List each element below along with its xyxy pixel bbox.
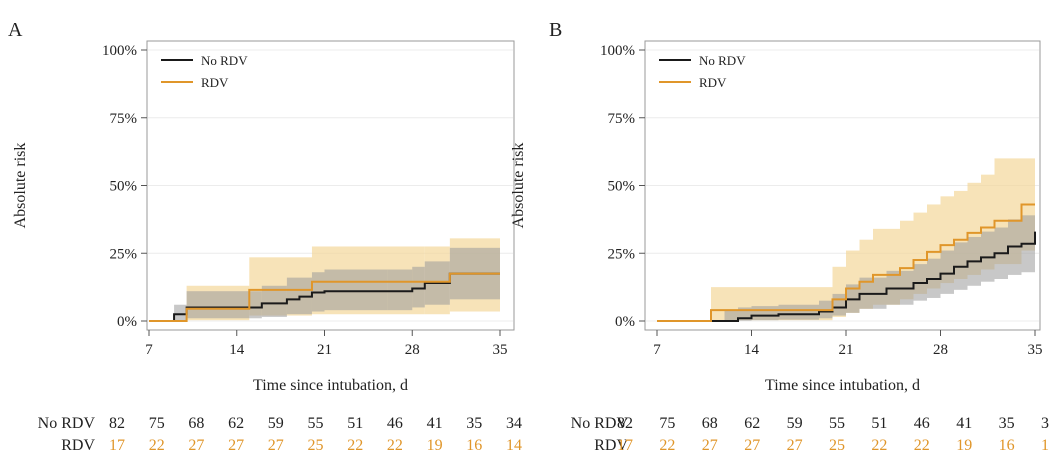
at-risk-count: 34 — [506, 415, 522, 432]
y-tick-label: 50% — [608, 179, 636, 195]
panel-label: B — [549, 19, 562, 41]
panel-b: B 0% 25% 50% 75% 100% 7 14 21 28 35 Time since intu… — [510, 19, 1049, 454]
y-tick-label: 0% — [117, 314, 137, 330]
panel-label: A — [8, 19, 23, 41]
ci-band-no-rdv — [186, 291, 250, 319]
at-risk-count: 27 — [188, 437, 204, 454]
ci-band-no-rdv — [724, 310, 738, 321]
at-risk-count: 59 — [268, 415, 284, 432]
at-risk-row-label: RDV — [594, 437, 628, 454]
y-tick-label: 100% — [600, 43, 635, 59]
series-line-no-rdv — [657, 231, 1036, 322]
at-risk-count: 27 — [787, 437, 803, 454]
x-tick-label: 7 — [653, 342, 661, 358]
legend-label-no-rdv: No RDV — [699, 53, 746, 68]
at-risk-count: 27 — [744, 437, 760, 454]
x-tick-label: 14 — [744, 342, 760, 358]
at-risk-count: 82 — [109, 415, 125, 432]
x-axis-label: Time since intubation, d — [765, 377, 920, 394]
x-tick-label: 14 — [229, 342, 245, 358]
at-risk-count: 14 — [1041, 437, 1049, 454]
at-risk-count: 82 — [617, 415, 633, 432]
at-risk-count: 35 — [999, 415, 1015, 432]
at-risk-count: 22 — [871, 437, 887, 454]
at-risk-count: 46 — [387, 415, 403, 432]
at-risk-count: 46 — [914, 415, 930, 432]
x-tick-label: 21 — [839, 342, 854, 358]
at-risk-count: 68 — [702, 415, 718, 432]
at-risk-row-label: No RDV — [38, 415, 96, 432]
x-tick-label: 28 — [405, 342, 420, 358]
at-risk-count: 25 — [308, 437, 324, 454]
at-risk-row-label: No RDV — [571, 415, 629, 432]
ci-band-no-rdv — [387, 269, 413, 311]
x-tick-label: 35 — [493, 342, 508, 358]
at-risk-count: 16 — [999, 437, 1015, 454]
ci-band-no-rdv — [174, 304, 187, 321]
at-risk-count: 59 — [787, 415, 803, 432]
legend-label-no-rdv: No RDV — [201, 53, 248, 68]
at-risk-count: 68 — [188, 415, 204, 432]
at-risk-count: 19 — [956, 437, 972, 454]
y-tick-label: 75% — [608, 111, 636, 127]
at-risk-count: 75 — [149, 415, 165, 432]
at-risk-count: 17 — [109, 437, 125, 454]
legend-label-rdv: RDV — [699, 75, 727, 90]
at-risk-count: 55 — [829, 415, 845, 432]
at-risk-count: 62 — [228, 415, 244, 432]
x-tick-label: 21 — [317, 342, 332, 358]
at-risk-count: 27 — [268, 437, 284, 454]
at-risk-count: 22 — [149, 437, 165, 454]
y-axis-label: Absolute risk — [12, 143, 29, 229]
at-risk-count: 27 — [702, 437, 718, 454]
y-tick-label: 25% — [110, 246, 138, 262]
at-risk-count: 27 — [228, 437, 244, 454]
series-line-rdv — [657, 203, 1035, 322]
at-risk-count: 22 — [914, 437, 930, 454]
x-axis-label: Time since intubation, d — [253, 377, 408, 394]
at-risk-row-label: RDV — [61, 437, 95, 454]
ci-band-no-rdv — [751, 306, 779, 321]
y-tick-label: 50% — [110, 179, 138, 195]
at-risk-count: 51 — [347, 415, 363, 432]
ci-band-no-rdv — [412, 266, 425, 308]
y-tick-label: 0% — [615, 314, 635, 330]
x-tick-label: 35 — [1028, 342, 1043, 358]
at-risk-count: 62 — [744, 415, 760, 432]
y-tick-label: 75% — [110, 111, 138, 127]
at-risk-count: 25 — [829, 437, 845, 454]
at-risk-count: 35 — [466, 415, 482, 432]
y-tick-label: 25% — [608, 246, 636, 262]
at-risk-count: 51 — [871, 415, 887, 432]
at-risk-count: 22 — [387, 437, 403, 454]
at-risk-count: 17 — [617, 437, 633, 454]
x-tick-label: 28 — [933, 342, 948, 358]
at-risk-count: 19 — [427, 437, 443, 454]
at-risk-count: 75 — [659, 415, 675, 432]
panel-a: A 0% 25% 50% 75% 100% 7 14 21 28 35 Time since intu… — [8, 19, 522, 454]
ci-band-no-rdv — [324, 269, 388, 311]
series-line-rdv — [149, 272, 500, 322]
at-risk-count: 41 — [956, 415, 972, 432]
y-axis-label: Absolute risk — [510, 143, 527, 229]
at-risk-count: 14 — [506, 437, 522, 454]
at-risk-count: 22 — [347, 437, 363, 454]
legend-label-rdv: RDV — [201, 75, 229, 90]
y-tick-label: 100% — [102, 43, 137, 59]
at-risk-count: 55 — [308, 415, 324, 432]
x-tick-label: 7 — [145, 342, 153, 358]
ci-band-no-rdv — [249, 291, 262, 319]
at-risk-count: 22 — [659, 437, 675, 454]
at-risk-count: 34 — [1041, 415, 1049, 432]
ci-band-no-rdv — [832, 293, 846, 316]
at-risk-count: 16 — [466, 437, 482, 454]
ci-band-no-rdv — [940, 250, 954, 294]
at-risk-count: 41 — [427, 415, 443, 432]
ci-band-no-rdv — [261, 285, 287, 317]
ci-band-no-rdv — [778, 304, 819, 320]
